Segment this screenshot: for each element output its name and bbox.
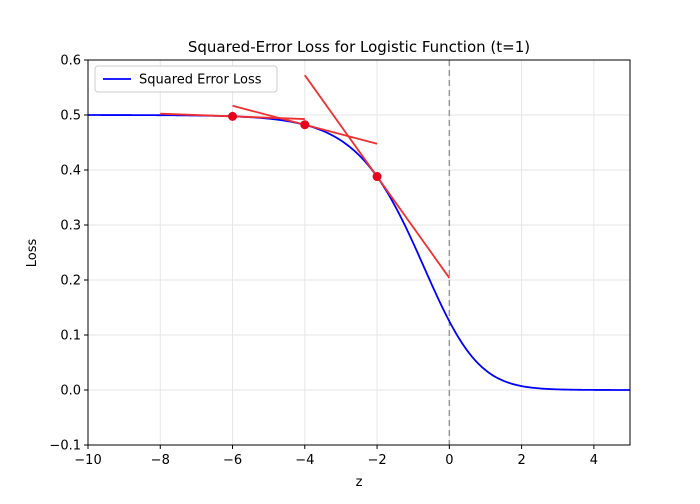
legend: Squared Error Loss [94, 65, 278, 93]
y-tick-label: 0.5 [60, 109, 81, 124]
tangent-point [300, 120, 310, 130]
tangent-point [372, 172, 382, 182]
axes-frame [87, 59, 631, 446]
x-tick-label: 2 [517, 453, 525, 468]
loss-curve [88, 114, 630, 391]
x-tick-label: −10 [74, 453, 101, 468]
y-tick-label: 0.0 [60, 384, 81, 399]
y-axis-label: Loss [25, 239, 40, 268]
legend-label: Squared Error Loss [139, 73, 262, 88]
legend-box [94, 65, 278, 93]
x-tick-label: 0 [445, 453, 453, 468]
plot-content [88, 60, 630, 445]
chart-title: Squared-Error Loss for Logistic Function… [188, 38, 530, 56]
y-tick-label: 0.2 [60, 274, 81, 289]
ticks: −10 −8 −6 −4 −2 0 2 4 −0.1 0.0 0.1 0.2 0.3 0.4 0.5 0.6 [49, 54, 598, 469]
y-tick-label: 0.6 [60, 54, 81, 69]
x-tick-label: −8 [151, 453, 170, 468]
tangent-point [228, 111, 238, 121]
x-tick-label: −2 [367, 453, 386, 468]
y-tick-label: −0.1 [49, 439, 81, 454]
x-tick-label: −4 [295, 453, 314, 468]
x-axis-label: z [356, 475, 363, 490]
y-tick-label: 0.3 [60, 219, 81, 234]
x-tick-label: −6 [223, 453, 242, 468]
y-tick-label: 0.4 [60, 164, 81, 179]
x-tick-label: 4 [590, 453, 598, 468]
y-tick-label: 0.1 [60, 329, 81, 344]
